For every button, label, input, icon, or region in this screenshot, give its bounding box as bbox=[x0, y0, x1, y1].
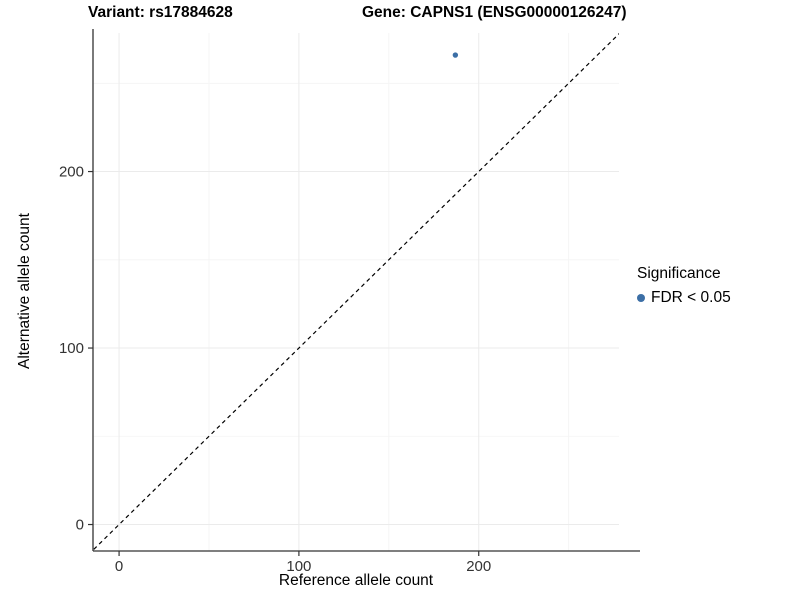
x-tick-label: 200 bbox=[466, 558, 491, 575]
identity-line-group bbox=[93, 33, 619, 551]
minor-gridlines bbox=[93, 33, 619, 551]
y-tick-label: 100 bbox=[59, 340, 84, 357]
y-tick-labels: 0 100 200 bbox=[59, 164, 84, 534]
y-tick-label: 200 bbox=[59, 164, 84, 181]
y-axis-label: Alternative allele count bbox=[16, 213, 33, 369]
y-tick-label: 0 bbox=[76, 517, 84, 534]
major-gridlines bbox=[93, 33, 619, 551]
x-tick-labels: 0 100 200 bbox=[115, 558, 491, 575]
data-point bbox=[452, 52, 459, 58]
axis-lines bbox=[92, 29, 640, 552]
data-points bbox=[452, 52, 459, 58]
x-tick-label: 100 bbox=[286, 558, 311, 575]
legend: Significance FDR < 0.05 bbox=[637, 265, 731, 307]
identity-line bbox=[93, 33, 619, 551]
plot-title-gene: Gene: CAPNS1 (ENSG00000126247) bbox=[362, 4, 627, 21]
tick-marks bbox=[88, 170, 480, 556]
legend-point-icon bbox=[637, 294, 645, 302]
legend-item-label: FDR < 0.05 bbox=[651, 289, 731, 306]
x-tick-label: 0 bbox=[115, 558, 123, 575]
legend-item: FDR < 0.05 bbox=[637, 289, 731, 307]
legend-title: Significance bbox=[637, 265, 721, 282]
plot-title-variant: Variant: rs17884628 bbox=[88, 4, 233, 21]
x-axis-label: Reference allele count bbox=[278, 572, 434, 589]
